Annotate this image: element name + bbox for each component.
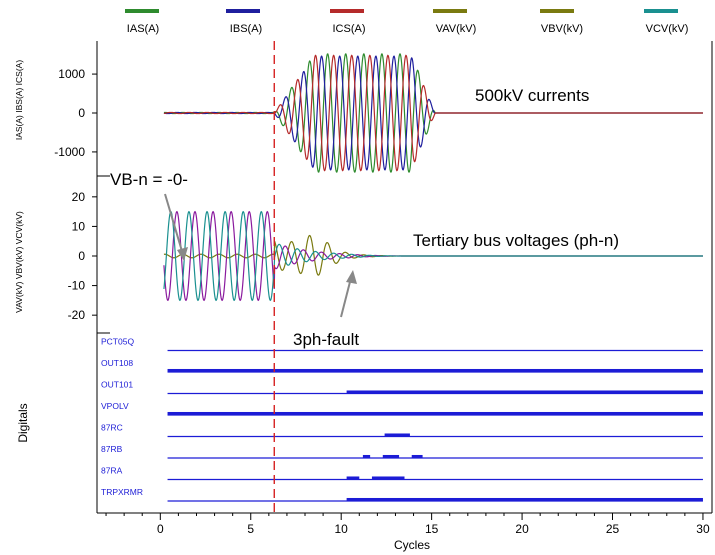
legend-item: VAV(kV) [433,9,476,35]
legend-swatch [644,9,678,13]
series-line [163,210,703,302]
y-axis-labels: IAS(A) IBS(A) ICS(A) VAV(kV) VBV(kV) VCV… [14,60,30,443]
legend-swatch [330,9,364,13]
arrow-vb-n-head [177,247,188,261]
digital-channel-label: OUT108 [101,358,133,368]
y-tick-label: 20 [72,190,86,204]
x-tick-label: 0 [157,522,164,536]
x-tick-label: 20 [515,522,529,536]
digital-channel-labels: PCT05Q OUT108 OUT101 VPOLV 87RC 87RB 87RA TRPXR… [101,336,143,497]
digital-channel-label: 87RA [101,465,123,475]
y-tick-label: -1000 [54,145,85,159]
legend-label: IBS(A) [230,23,262,35]
legend-item: ICS(A) [330,9,366,35]
digital-high-segment [411,454,423,458]
series-line [163,54,703,172]
digital-high-segment [346,476,360,480]
x-tick-label: 25 [606,522,620,536]
x-ticks: 0 5 10 15 20 25 30 [105,513,710,536]
axes-frame [96,41,713,514]
currents-y-axis-label: IAS(A) IBS(A) ICS(A) [14,60,24,140]
arrow-3ph-fault-head [346,270,357,284]
digital-channel-label: PCT05Q [101,336,134,346]
legend-swatch [540,9,574,13]
x-tick-label: 30 [696,522,710,536]
legend-label: ICS(A) [333,23,366,35]
digital-traces [167,349,703,502]
y-tick-label: 0 [78,249,85,263]
y-ticks: 1000 0 -1000 20 10 0 -10 -20 [54,67,97,322]
y-tick-label: 10 [72,219,86,233]
legend-swatch [433,9,467,13]
legend-label: VBV(kV) [541,23,583,35]
digitals-y-axis-label: Digitals [16,403,30,442]
voltages-y-axis-label: VAV(kV) VBV(kV) VCV(kV) [14,211,24,313]
x-axis-label: Cycles [394,538,430,552]
legend-item: IBS(A) [226,9,262,35]
annotations: 500kV currents VB-n = -0- Tertiary bus v… [110,86,619,349]
legend-item: IAS(A) [125,9,159,35]
legend-item: VCV(kV) [644,9,688,35]
legend-item: VBV(kV) [540,9,583,35]
y-tick-label: -20 [68,308,86,322]
digital-channel-label: VPOLV [101,401,129,411]
y-tick-label: -10 [68,279,86,293]
digital-high-segment [346,390,703,394]
digital-high-segment [362,454,371,458]
plot-traces [163,53,703,302]
digital-high-segment [382,454,400,458]
legend-label: IAS(A) [127,23,159,35]
x-tick-label: 5 [247,522,254,536]
arrow-vb-n [164,193,185,259]
digital-high-segment [384,433,410,437]
annotation-500kv-currents: 500kV currents [475,86,589,105]
digital-channel-label: 87RC [101,422,123,432]
digital-channel-label: TRPXRMR [101,487,143,497]
y-tick-label: 0 [78,106,85,120]
digital-high-segment [167,411,703,415]
legend-swatch [226,9,260,13]
legend-label: VAV(kV) [436,23,477,35]
annotation-3ph-fault: 3ph-fault [293,330,359,349]
annotation-vb-n: VB-n = -0- [110,170,188,189]
digital-high-segment [371,476,405,480]
digital-channel-label: OUT101 [101,379,133,389]
annotation-tertiary-voltages: Tertiary bus voltages (ph-n) [413,231,619,250]
legend-label: VCV(kV) [646,23,689,35]
digital-high-segment [167,368,703,372]
digital-channel-label: 87RB [101,444,123,454]
legend: IAS(A) IBS(A) ICS(A) VAV(kV) VBV(kV) VCV… [125,9,688,35]
x-tick-label: 15 [425,522,439,536]
x-tick-label: 10 [335,522,349,536]
legend-swatch [125,9,159,13]
digital-high-segment [346,497,703,501]
y-tick-label: 1000 [58,67,85,81]
